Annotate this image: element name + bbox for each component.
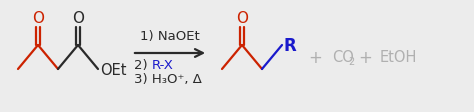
Text: OEt: OEt bbox=[100, 63, 127, 78]
Text: 1) NaOEt: 1) NaOEt bbox=[140, 30, 200, 43]
Text: CO: CO bbox=[332, 50, 354, 65]
Text: O: O bbox=[72, 11, 84, 26]
Text: R-X: R-X bbox=[152, 59, 174, 72]
Text: EtOH: EtOH bbox=[380, 50, 418, 65]
Text: 2: 2 bbox=[348, 56, 354, 66]
Text: +: + bbox=[308, 49, 322, 66]
Text: R: R bbox=[284, 37, 297, 55]
Text: 2): 2) bbox=[134, 59, 152, 72]
Text: O: O bbox=[236, 11, 248, 26]
Text: O: O bbox=[32, 11, 44, 26]
Text: +: + bbox=[358, 49, 372, 66]
Text: 3) H₃O⁺, Δ: 3) H₃O⁺, Δ bbox=[134, 73, 202, 86]
